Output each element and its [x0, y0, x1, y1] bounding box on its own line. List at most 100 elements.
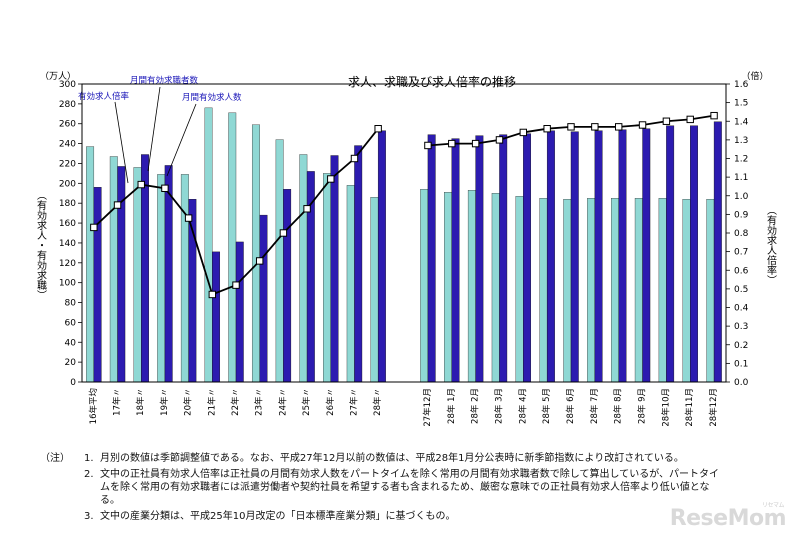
left-axis-tick-label: 220	[59, 159, 76, 169]
left-axis-tick-label: 240	[59, 140, 76, 150]
note-number: 3.	[84, 511, 94, 522]
ratio-point	[614, 123, 623, 131]
right-axis-tick-label: 1.5	[734, 99, 748, 109]
x-tick-label: 28年10月	[660, 388, 671, 427]
bar-openings	[666, 125, 675, 383]
ratio-point	[519, 128, 528, 137]
right-axis-tick-label: 0.3	[734, 322, 748, 332]
bar-seekers	[539, 198, 548, 383]
bar-openings	[259, 214, 268, 383]
left-axis-label: （有効求人・有効求職）	[35, 190, 47, 300]
legend-leader-ratio	[114, 101, 129, 184]
x-tick-label: 20年〃	[183, 388, 194, 416]
note-item: 3. 文中の産業分類は、平成25年10月改定の「日本標準産業分類」に基づくもの。	[40, 510, 720, 523]
note-text: 文中の正社員有効求人倍率は正社員の月間有効求人数をパートタイムを除く常用の月間有…	[100, 469, 719, 506]
x-tick-label: 17年〃	[112, 388, 123, 416]
x-tick-label: 16年平均	[88, 388, 99, 424]
left-axis-tick-label: 80	[65, 299, 77, 309]
ratio-point	[591, 123, 599, 131]
x-tick-label: 23年〃	[254, 388, 265, 416]
watermark-logo: ReseMom リセマム	[669, 502, 787, 531]
bar-seekers	[587, 198, 596, 383]
bar-seekers	[275, 139, 284, 383]
bar-seekers	[491, 193, 500, 383]
notes: （注） 1. 月別の数値は季節調整値である。なお、平成27年12月以前の数値は、…	[40, 452, 720, 526]
ratio-point	[638, 121, 647, 129]
notes-head: （注）	[40, 453, 70, 464]
left-axis-tick-label: 180	[59, 199, 76, 209]
bar-seekers	[682, 199, 691, 383]
bar-seekers	[370, 197, 379, 383]
chart-area: 求人、求職及び求人倍率の推移 （万人） （倍） （有効求人・有効求職） （有効求…	[35, 70, 777, 427]
x-tick-label: 28年 3月	[493, 388, 504, 424]
right-axis-tick-label: 0.2	[734, 341, 748, 351]
ratio-point	[495, 136, 504, 144]
right-axis-tick-label: 0.0	[734, 378, 749, 388]
bar-openings	[690, 125, 698, 383]
ratio-point	[374, 125, 382, 133]
left-axis-tick-label: 260	[59, 120, 76, 130]
bar-seekers	[204, 107, 213, 383]
x-tick-label: 21年〃	[206, 388, 217, 416]
chart-title: 求人、求職及び求人倍率の推移	[348, 74, 516, 89]
right-axis-tick-label: 1.6	[734, 80, 749, 90]
bar-openings	[141, 154, 149, 383]
bar-seekers	[109, 156, 118, 383]
bar-openings	[618, 129, 627, 383]
bar-openings	[475, 135, 484, 383]
ratio-point	[208, 290, 217, 299]
ratio-point	[90, 223, 98, 232]
x-tick-label: 25年〃	[301, 388, 312, 416]
ratio-point	[567, 123, 575, 131]
bar-seekers	[251, 124, 260, 383]
left-axis-tick-label: 120	[59, 259, 76, 269]
ratio-point	[232, 281, 240, 289]
right-axis-tick-label: 1.4	[734, 117, 749, 127]
right-axis-tick-label: 1.0	[734, 192, 749, 202]
bar-openings	[546, 130, 555, 383]
plot-frame	[81, 83, 727, 383]
legend-label-openings: 月間有効求人数	[182, 92, 242, 103]
right-axis-unit: （倍）	[741, 70, 768, 82]
ratio-point	[710, 111, 718, 120]
legend-leader-openings	[166, 103, 197, 177]
bar-seekers	[658, 198, 667, 383]
bar-openings	[377, 130, 386, 383]
right-axis-label: （有効求人倍率）	[765, 205, 777, 285]
left-axis-tick-label: 140	[59, 239, 76, 249]
bar-openings	[164, 165, 173, 383]
x-tick-label: 28年 1月	[446, 388, 457, 424]
right-axis-tick-label: 0.4	[734, 304, 749, 314]
ratio-point	[184, 214, 193, 222]
x-tick-label: 24年〃	[277, 388, 288, 416]
left-axis-tick-label: 60	[65, 318, 77, 328]
bar-seekers	[706, 199, 715, 383]
watermark-brand: ReseMom	[669, 506, 787, 531]
right-axis-tick-label: 1.2	[734, 155, 748, 165]
watermark-kana: リセマム	[761, 502, 785, 509]
x-tick-label: 28年 6月	[565, 388, 576, 424]
x-tick-label: 28年11月	[684, 388, 695, 427]
right-axis-tick-label: 1.3	[734, 136, 748, 146]
x-tick-label: 26年〃	[325, 388, 336, 416]
x-tick-label: 27年〃	[348, 388, 359, 416]
bar-openings	[713, 121, 722, 383]
x-tick-label: 28年 4月	[517, 388, 528, 424]
bar-seekers	[515, 196, 524, 383]
x-tick-label: 27年12月	[422, 388, 433, 427]
x-tick-label: 28年 7月	[589, 388, 600, 424]
legend-label-ratio: 有効求人倍率	[78, 91, 130, 102]
bar-openings	[570, 131, 579, 383]
bar-seekers	[180, 174, 189, 383]
legend-leader-seekers	[147, 86, 161, 172]
ratio-point	[686, 115, 694, 124]
left-axis-tick-label: 40	[65, 338, 77, 348]
x-tick-label: 28年12月	[708, 388, 719, 427]
bar-openings	[212, 251, 221, 383]
left-axis-unit: （万人）	[40, 71, 76, 82]
right-axis-tick-label: 0.8	[734, 229, 749, 239]
left-axis-tick-label: 300	[59, 80, 76, 90]
ratio-point	[448, 139, 456, 148]
bar-seekers	[444, 192, 452, 383]
ratio-point	[303, 205, 311, 213]
